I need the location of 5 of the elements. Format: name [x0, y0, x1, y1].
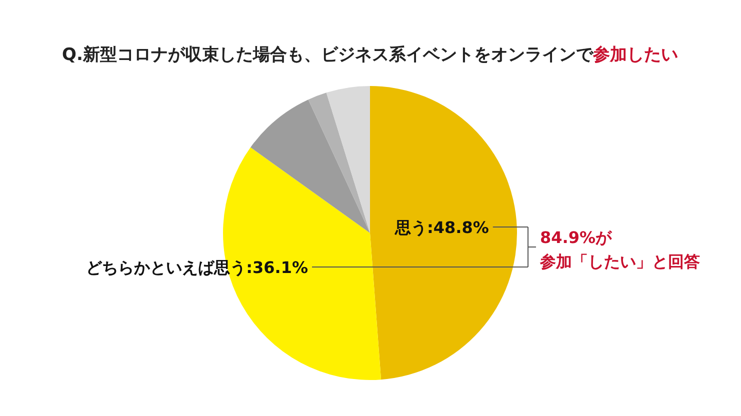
- slice-label: 思う:48.8%: [394, 218, 489, 237]
- text: 参加「したい」と回答: [539, 252, 700, 271]
- chart-title: Q.新型コロナが収束した場合も、ビジネス系イベントをオンラインで: [62, 45, 594, 65]
- text: 参加したい: [592, 45, 678, 65]
- text: 84.9%が: [540, 228, 613, 247]
